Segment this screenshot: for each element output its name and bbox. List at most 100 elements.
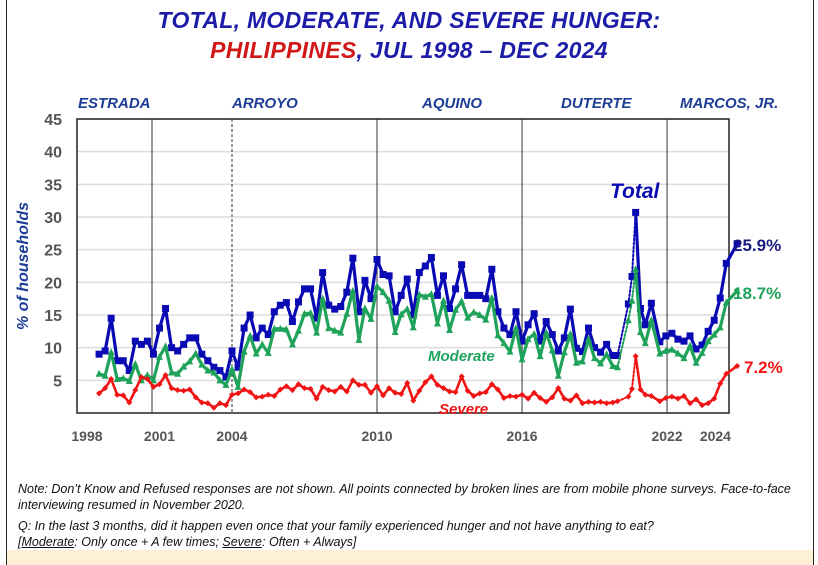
- series-label-severe: Severe: [439, 401, 488, 418]
- data-point-moderate: [294, 326, 302, 334]
- y-tick-label: 35: [44, 177, 62, 194]
- slide-frame: [6, 0, 814, 565]
- data-point-moderate: [162, 342, 170, 350]
- series-segment-total: [236, 326, 246, 369]
- data-point-total: [636, 304, 644, 312]
- data-point-moderate: [174, 369, 182, 377]
- series-segment-moderate: [514, 326, 524, 362]
- series-segment-total: [345, 256, 355, 294]
- data-point-moderate: [240, 347, 248, 355]
- series-segment-moderate: [643, 318, 653, 345]
- series-segment-total: [616, 302, 630, 357]
- x-tick-label: 2016: [506, 428, 537, 444]
- data-point-severe: [597, 398, 604, 405]
- series-segment-severe: [460, 375, 469, 393]
- data-point-moderate: [367, 314, 375, 322]
- data-point-total: [403, 275, 411, 283]
- data-point-severe: [367, 389, 374, 396]
- data-point-severe: [573, 392, 580, 399]
- data-point-moderate: [204, 366, 212, 374]
- def-severe: Severe: [222, 535, 262, 549]
- data-point-severe: [452, 389, 459, 396]
- data-point-total: [542, 318, 550, 326]
- data-point-severe: [549, 394, 556, 401]
- data-point-severe: [531, 389, 538, 396]
- series-segment-total: [224, 349, 234, 379]
- data-point-total: [113, 357, 121, 365]
- data-point-moderate: [674, 349, 682, 357]
- series-segment-total: [514, 310, 524, 343]
- data-point-total: [228, 347, 236, 355]
- data-point-total: [252, 334, 260, 342]
- series-segment-total: [429, 255, 440, 297]
- data-point-moderate: [591, 354, 599, 362]
- data-point-severe: [693, 396, 700, 403]
- series-segment-moderate: [447, 308, 458, 332]
- data-point-moderate: [421, 292, 429, 300]
- data-point-severe: [374, 383, 381, 390]
- series-segment-total: [562, 307, 572, 340]
- data-point-total: [470, 291, 478, 299]
- data-point-moderate: [603, 350, 611, 358]
- data-point-moderate: [391, 327, 399, 335]
- data-point-severe: [337, 383, 344, 390]
- data-point-moderate: [288, 340, 296, 348]
- data-point-moderate: [246, 331, 254, 339]
- data-point-total: [733, 240, 741, 248]
- data-point-total: [270, 308, 278, 316]
- data-point-total: [421, 262, 429, 270]
- y-tick-label: 25: [44, 243, 62, 260]
- series-segment-moderate: [538, 331, 548, 358]
- series-segment-total: [405, 277, 415, 317]
- data-point-total: [452, 285, 460, 293]
- data-point-severe: [603, 400, 610, 407]
- data-point-total: [240, 324, 248, 332]
- data-point-moderate: [692, 358, 700, 366]
- data-point-total: [698, 341, 706, 349]
- series-segment-severe: [631, 355, 637, 390]
- data-point-total: [331, 305, 339, 313]
- series-segment-moderate: [351, 289, 361, 342]
- data-point-moderate: [597, 359, 605, 367]
- data-point-total: [488, 265, 496, 273]
- data-point-total: [186, 334, 194, 342]
- data-point-severe: [525, 395, 532, 402]
- data-point-total: [137, 340, 145, 348]
- data-point-total: [494, 308, 502, 316]
- data-point-total: [216, 367, 224, 375]
- data-point-total: [524, 321, 532, 329]
- data-point-moderate: [482, 315, 490, 323]
- data-point-severe: [648, 393, 655, 400]
- series-segment-total: [411, 270, 421, 317]
- data-point-total: [288, 318, 296, 326]
- end-value-severe: 7.2%: [744, 358, 783, 377]
- data-point-total: [264, 331, 272, 339]
- series-segment-severe: [109, 377, 119, 397]
- data-point-severe: [717, 380, 724, 387]
- data-point-moderate: [349, 286, 357, 294]
- chart-title: TOTAL, MODERATE, AND SEVERE HUNGER:: [157, 7, 661, 33]
- data-point-total: [307, 285, 315, 293]
- data-point-moderate: [647, 316, 655, 324]
- series-segment-moderate: [357, 306, 367, 342]
- data-point-moderate: [131, 360, 139, 367]
- data-point-total: [716, 294, 724, 302]
- data-point-severe: [229, 391, 235, 398]
- data-point-severe: [609, 399, 616, 406]
- data-point-moderate: [313, 328, 321, 336]
- data-point-total: [343, 288, 351, 296]
- data-point-severe: [500, 394, 507, 401]
- data-point-moderate: [95, 369, 103, 377]
- data-point-severe: [470, 393, 477, 400]
- data-point-total: [536, 337, 544, 345]
- data-point-severe: [265, 391, 272, 398]
- series-segment-total: [151, 326, 162, 356]
- data-point-total: [656, 338, 664, 346]
- series-segment-total: [248, 313, 258, 340]
- data-point-total: [246, 311, 254, 319]
- data-point-severe: [446, 388, 453, 395]
- data-point-moderate: [301, 309, 309, 317]
- data-point-moderate: [186, 357, 194, 365]
- data-point-total: [155, 324, 163, 332]
- x-tick-label: 2004: [216, 428, 247, 444]
